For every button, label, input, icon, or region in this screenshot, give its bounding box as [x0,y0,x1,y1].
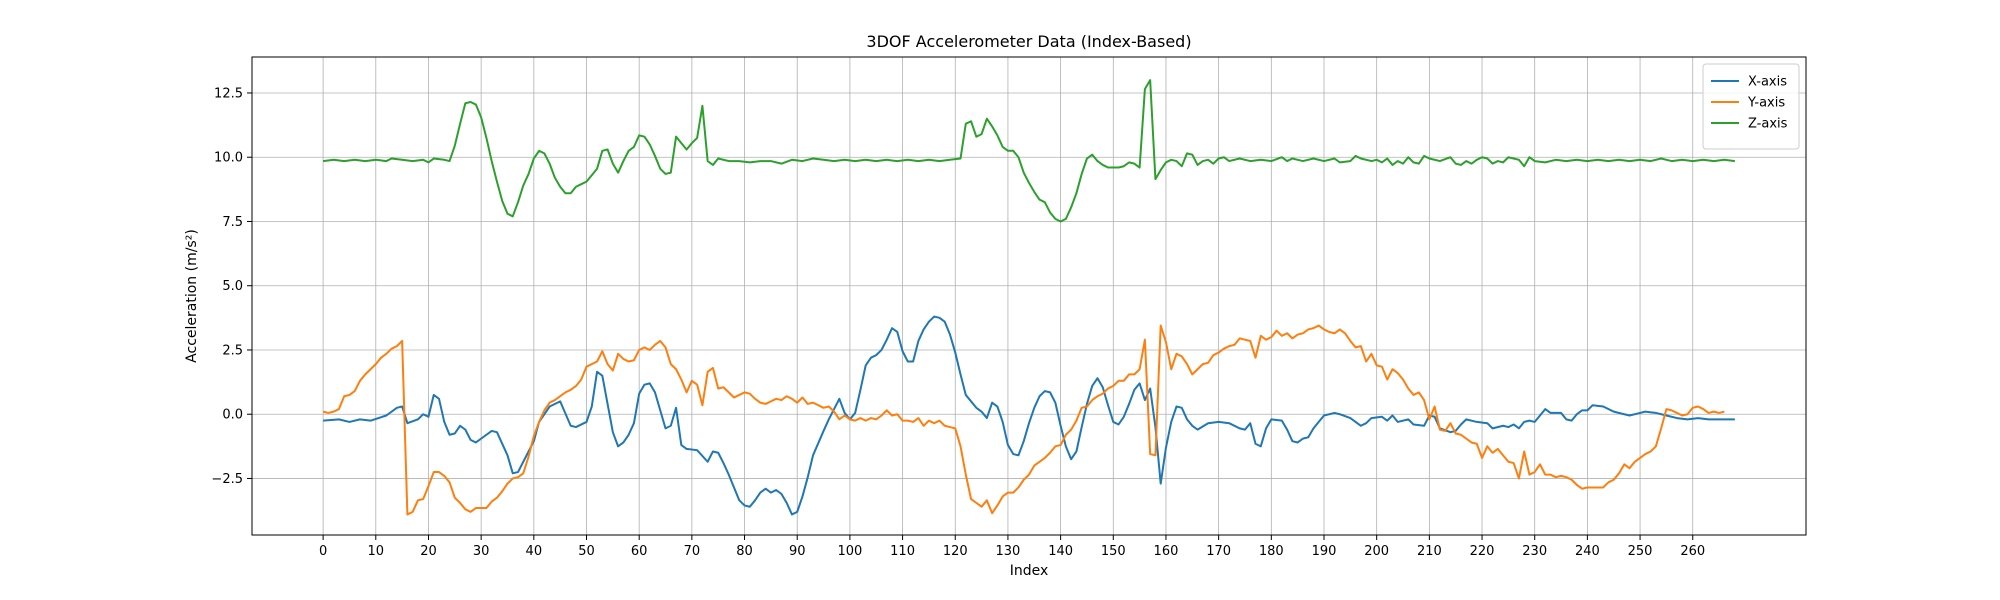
x-tick-label: 180 [1259,544,1284,559]
axis-ticks: 0 10 20 30 40 50 60 70 80 90 100 110 120 130 140 150 160… [211,86,1705,559]
x-tick-label: 60 [631,544,648,559]
x-tick-label: 80 [736,544,753,559]
x-tick-label: 240 [1575,544,1600,559]
x-tick-label: 200 [1364,544,1389,559]
y-tick-label: −2.5 [211,472,243,487]
series-lines [322,79,1736,516]
legend-label: Y-axis [1747,96,1785,111]
y-tick-label: 0.0 [222,408,243,423]
legend: X-axis Y-axis Z-axis [1702,63,1800,150]
x-axis-title: Index [1010,563,1049,579]
y-tick-label: 2.5 [222,343,243,358]
x-tick-label: 40 [526,544,543,559]
y-tick-label: 5.0 [222,279,243,294]
chart-title: 3DOF Accelerometer Data (Index-Based) [866,32,1191,51]
series-line-y-axis [322,324,1725,516]
x-tick-label: 150 [1101,544,1126,559]
x-tick-label: 50 [578,544,595,559]
x-tick-label: 220 [1470,544,1495,559]
x-tick-label: 140 [1048,544,1073,559]
y-tick-label: 7.5 [222,215,243,230]
x-tick-label: 30 [473,544,490,559]
x-tick-label: 120 [943,544,968,559]
x-tick-label: 190 [1312,544,1337,559]
x-tick-label: 20 [420,544,437,559]
x-tick-label: 70 [684,544,701,559]
x-tick-label: 10 [368,544,385,559]
x-tick-label: 250 [1628,544,1653,559]
x-tick-label: 210 [1417,544,1442,559]
series-line-z-axis [322,79,1736,223]
x-tick-label: 170 [1206,544,1231,559]
legend-label: X-axis [1748,75,1787,90]
x-tick-label: 0 [319,544,327,559]
x-tick-label: 100 [837,544,862,559]
x-tick-label: 230 [1522,544,1547,559]
y-tick-label: 10.0 [214,151,243,166]
legend-box [1702,63,1800,150]
plot-frame [251,56,1807,536]
x-tick-label: 110 [890,544,915,559]
x-tick-label: 130 [996,544,1021,559]
x-tick-label: 90 [789,544,806,559]
y-axis-title: Acceleration (m/s²) [184,229,200,363]
y-tick-label: 12.5 [214,86,243,101]
x-tick-label: 160 [1154,544,1179,559]
legend-label: Z-axis [1748,117,1788,132]
x-tick-label: 260 [1680,544,1705,559]
